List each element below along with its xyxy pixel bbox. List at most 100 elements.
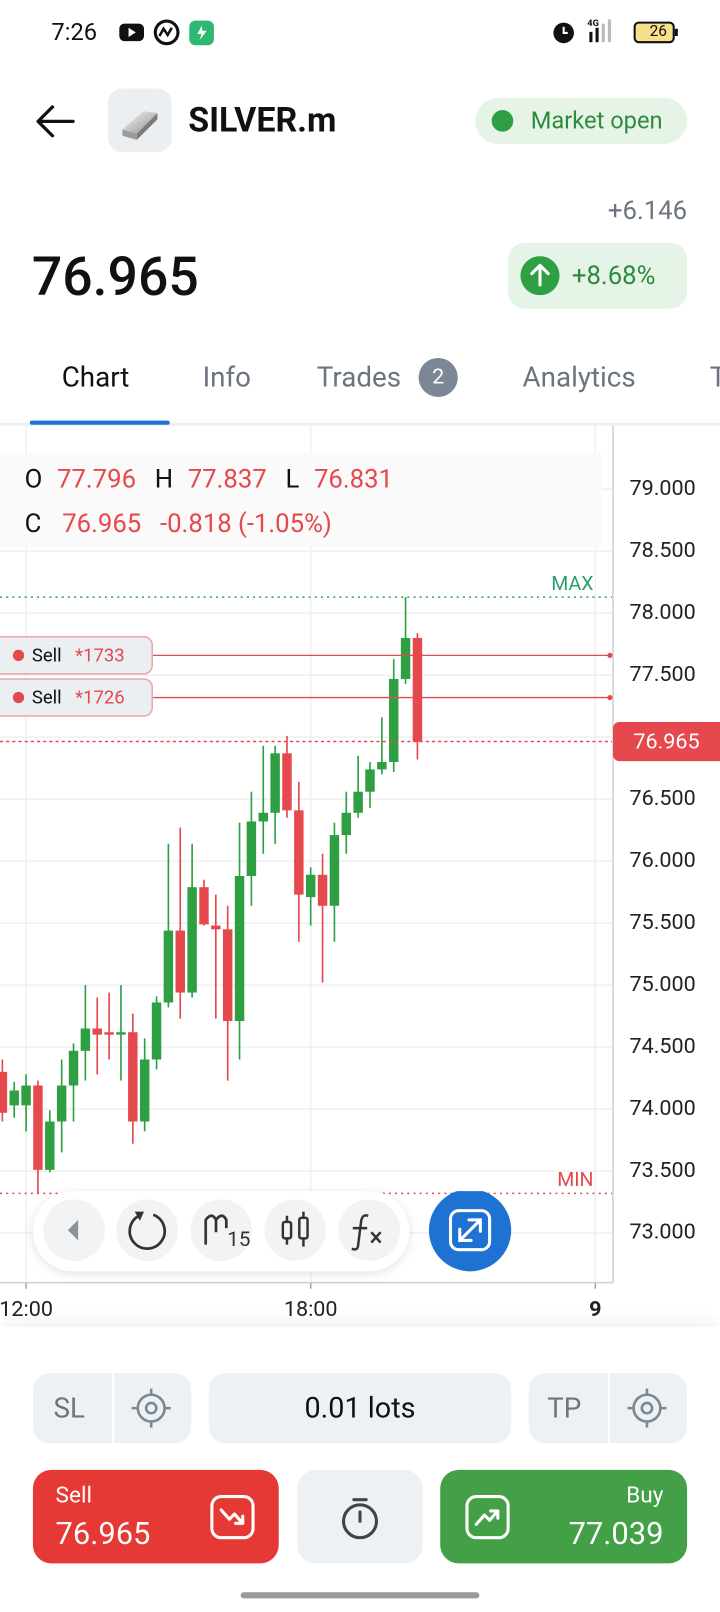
market-status: Market open <box>530 106 663 135</box>
ohlc-panel: O 77.796 H 77.837 L 76.831 C 76.965 -0.8… <box>0 452 602 548</box>
order-ticket: *1726 <box>75 686 125 708</box>
order-label-box <box>0 678 153 717</box>
tab[interactable]: Trades <box>316 361 402 394</box>
lots-value: 0.01 lots <box>304 1390 416 1425</box>
candle-body <box>163 930 174 1003</box>
ohlc-letter: C <box>24 509 42 539</box>
sl-control[interactable]: SL <box>32 1373 192 1444</box>
up-icon <box>520 256 560 296</box>
y-tick-label: 79.000 <box>629 476 695 501</box>
candle-body <box>270 753 280 813</box>
candle-body <box>246 821 257 877</box>
candle-body <box>45 1121 55 1170</box>
candle-body <box>56 1085 67 1122</box>
candle-body <box>175 930 185 993</box>
ohlc-value: 76.831 <box>313 464 393 495</box>
tab[interactable]: T <box>710 364 720 392</box>
tp-control[interactable]: TP <box>528 1373 688 1444</box>
toolbar-back[interactable] <box>43 1199 105 1262</box>
target-icon[interactable] <box>130 1387 173 1430</box>
candle-body <box>341 812 352 836</box>
y-tick-label: 75.500 <box>629 910 695 935</box>
chart: 73.000 73.500 74.000 74.500 75.000 75.500 76.0… <box>0 424 720 1322</box>
candle-body <box>317 874 328 906</box>
timer-icon <box>341 1498 378 1540</box>
toolbar-indicators[interactable] <box>338 1199 401 1262</box>
toolbar-interval-label: 15 <box>227 1228 250 1252</box>
candle-body <box>400 638 411 679</box>
y-tick-label: 76.000 <box>629 848 695 873</box>
tab[interactable]: Analytics <box>522 361 636 394</box>
buy-price: 77.039 <box>568 1516 664 1553</box>
candle-body <box>377 761 387 770</box>
toolbar-chart-type[interactable] <box>264 1199 327 1262</box>
sell-label: Sell <box>55 1483 92 1509</box>
buy-button[interactable]: Buy 77.039 <box>440 1469 688 1564</box>
y-tick-label: 74.500 <box>629 1034 695 1059</box>
ohlc-change: -0.818 (-1.05%) <box>159 509 332 539</box>
x-tick-label: 12:00 <box>0 1297 53 1322</box>
ohlc-letter: L <box>285 464 300 495</box>
current-price-tag <box>613 721 720 762</box>
target-icon[interactable] <box>625 1387 668 1430</box>
min-line-label: MIN <box>557 1168 593 1191</box>
candle-body <box>258 812 268 822</box>
ohlc-value: 77.837 <box>187 464 267 495</box>
order-dot <box>12 691 25 704</box>
candle-body <box>329 835 340 906</box>
candle-body <box>365 769 375 792</box>
trades-badge: 2 <box>418 357 458 398</box>
sl-label: SL <box>53 1391 85 1425</box>
candle-body <box>187 887 197 993</box>
candle-body <box>222 929 233 1022</box>
candle-body <box>211 925 221 930</box>
active-tab-indicator <box>29 420 170 425</box>
y-tick-label: 73.500 <box>629 1158 695 1183</box>
candle-body <box>21 1085 31 1106</box>
candle-body <box>116 1032 126 1035</box>
percent-change-pill: +8.68% <box>508 242 688 309</box>
pending-order-button[interactable] <box>297 1469 423 1564</box>
tab-divider <box>0 422 720 426</box>
candle-body <box>412 638 423 742</box>
candle-body <box>305 874 316 898</box>
current-price-label: 76.965 <box>633 729 699 754</box>
order-side: Sell <box>32 686 62 708</box>
candle-body <box>294 810 304 895</box>
buy-icon <box>465 1495 510 1540</box>
order-side: Sell <box>32 644 62 666</box>
lots-control[interactable]: 0.01 lots <box>208 1373 512 1444</box>
candle-body <box>282 753 292 811</box>
battery-level: 26 <box>649 21 667 41</box>
divider <box>607 1373 610 1444</box>
status-time: 7:26 <box>51 18 98 47</box>
order-line-end <box>607 694 613 701</box>
ohlc-letter: O <box>24 464 43 495</box>
toolbar-reset[interactable] <box>116 1199 178 1262</box>
order-dot <box>12 649 25 662</box>
status-icons <box>119 19 214 46</box>
candle-body <box>353 791 363 813</box>
tab[interactable]: Info <box>202 361 252 394</box>
toolbar-interval[interactable] <box>190 1199 252 1262</box>
back-button[interactable] <box>34 103 77 140</box>
candle-body <box>128 1032 138 1122</box>
candle-body <box>104 1032 114 1035</box>
current-price: 76.965 <box>31 245 199 309</box>
ohlc-letter: H <box>154 464 174 495</box>
status-dot <box>491 110 514 132</box>
candle-body <box>234 876 245 1022</box>
candle-body <box>388 678 399 762</box>
status-right-icons: 4G <box>553 18 678 44</box>
ohlc-value: 77.796 <box>56 464 137 495</box>
tab[interactable]: Chart <box>61 361 130 394</box>
sell-button[interactable]: Sell 76.965 <box>32 1469 279 1564</box>
divider <box>112 1373 115 1444</box>
percent-change: +8.68% <box>571 261 656 292</box>
toolbar-expand[interactable] <box>428 1191 512 1272</box>
max-line-label: MAX <box>551 572 593 595</box>
y-tick-label: 78.500 <box>629 538 695 563</box>
